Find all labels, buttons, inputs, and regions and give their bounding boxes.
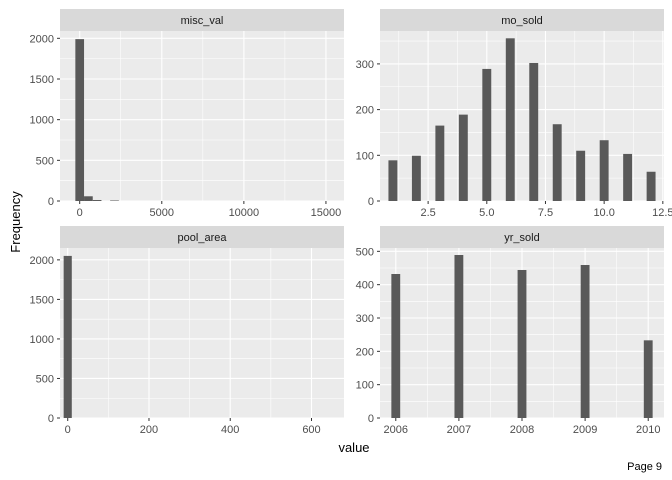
histogram-bar: [552, 124, 562, 201]
histogram-bar: [454, 255, 464, 418]
y-tick-label: 0: [48, 196, 54, 208]
facet-panel-misc-val: misc_val 0 5000 10000 15000 0 500 1000 1500 2000: [30, 9, 344, 219]
histogram-bar: [529, 62, 539, 202]
x-tick-label: 200: [140, 424, 158, 436]
y-tick-label: 2000: [30, 255, 54, 267]
x-tick-label: 2007: [447, 424, 471, 436]
histogram-bar: [505, 38, 515, 201]
y-tick-label: 1000: [30, 334, 54, 346]
gridlines: [60, 248, 344, 419]
facet-strip-label: mo_sold: [501, 15, 543, 27]
histogram-bar: [63, 255, 72, 418]
histogram-bar: [576, 150, 586, 201]
x-tick-label: 2009: [573, 424, 597, 436]
panel-background: [60, 31, 344, 201]
histogram-bars: [75, 39, 119, 201]
page-footer: Page 9: [627, 461, 662, 473]
x-tick-label: 0: [65, 424, 71, 436]
y-axis-title: Frequency: [8, 191, 23, 253]
facet-panel-mo-sold: mo_sold 2.5 5.0 7.5 10.0 12.5 0 100 200 300: [356, 9, 672, 219]
histogram-bar: [580, 265, 590, 418]
histogram-bar: [84, 196, 93, 201]
y-tick-label: 100: [356, 150, 374, 162]
y-tick-label: 500: [36, 155, 54, 167]
x-tick-label: 2008: [510, 424, 534, 436]
y-tick-label: 300: [356, 313, 374, 325]
y-tick-label: 0: [48, 413, 54, 425]
histogram-bar: [643, 340, 653, 418]
x-tick-label: 15000: [311, 207, 342, 219]
histogram-bars: [63, 255, 72, 418]
y-tick-label: 1000: [30, 115, 54, 127]
x-tick-label: 2006: [384, 424, 408, 436]
panel-background: [60, 248, 344, 418]
histogram-bar: [391, 274, 401, 418]
y-tick-label: 0: [368, 413, 374, 425]
y-tick-label: 200: [356, 105, 374, 117]
x-tick-label: 2.5: [420, 207, 435, 219]
y-tick-label: 200: [356, 346, 374, 358]
y-tick-label: 1500: [30, 74, 54, 86]
facet-strip-label: pool_area: [178, 232, 228, 244]
histogram-bars: [391, 255, 653, 418]
x-tick-label: 5.0: [479, 207, 494, 219]
histogram-bar: [517, 270, 527, 418]
histogram-bars: [388, 38, 656, 202]
facet-strip-label: misc_val: [181, 15, 224, 27]
histogram-bar: [411, 155, 421, 201]
histogram-bar: [92, 200, 102, 201]
y-tick-label: 100: [356, 380, 374, 392]
histogram-bar: [388, 160, 398, 201]
y-tick-label: 400: [356, 280, 374, 292]
x-tick-label: 12.5: [652, 207, 672, 219]
histogram-bar: [75, 39, 85, 201]
histogram-bar: [623, 153, 633, 201]
facet-strip: [60, 9, 344, 31]
gridlines: [380, 31, 664, 202]
y-tick-label: 0: [368, 196, 374, 208]
y-tick-label: 500: [356, 246, 374, 258]
x-tick-label: 400: [221, 424, 239, 436]
histogram-bar: [646, 171, 656, 201]
facet-strip: [380, 9, 664, 31]
x-tick-label: 10.0: [593, 207, 614, 219]
histogram-bar: [482, 68, 492, 201]
panel-background: [380, 31, 664, 201]
facet-strip: [380, 226, 664, 248]
x-axis-title: value: [338, 440, 369, 455]
histogram-bar: [435, 125, 445, 201]
x-tick-label: 5000: [150, 207, 174, 219]
y-tick-label: 500: [36, 373, 54, 385]
x-tick-label: 2010: [636, 424, 660, 436]
y-tick-label: 2000: [30, 33, 54, 45]
histogram-bar: [458, 114, 468, 201]
facet-strip-label: yr_sold: [504, 232, 539, 244]
histogram-bar: [599, 140, 609, 201]
x-tick-label: 0: [77, 207, 83, 219]
facet-panel-pool-area: pool_area 0 200 400 600 0 500 1000 1500 2000: [30, 226, 344, 436]
y-tick-label: 300: [356, 59, 374, 71]
facet-strip: [60, 226, 344, 248]
facet-panel-yr-sold: yr_sold 2006 2007 2008 2009 2010 0 100 200 300 400…: [356, 226, 664, 436]
x-tick-label: 7.5: [538, 207, 553, 219]
x-tick-label: 600: [302, 424, 320, 436]
x-tick-label: 10000: [229, 207, 260, 219]
y-tick-label: 1500: [30, 294, 54, 306]
